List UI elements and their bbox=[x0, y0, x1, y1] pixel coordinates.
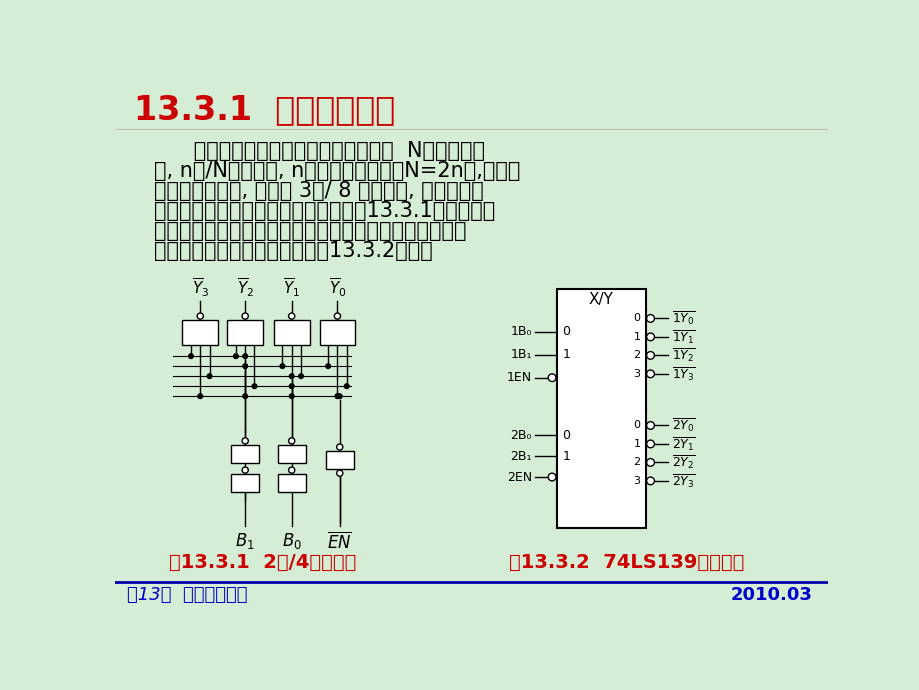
Circle shape bbox=[188, 354, 193, 359]
Text: $\overline{2Y_2}$: $\overline{2Y_2}$ bbox=[672, 453, 695, 471]
Text: $\overline{EN}$: $\overline{EN}$ bbox=[327, 531, 352, 552]
Text: 3: 3 bbox=[633, 476, 640, 486]
Text: $\overline{Y}_1$: $\overline{Y}_1$ bbox=[283, 277, 300, 299]
Bar bbox=[231, 474, 259, 493]
Circle shape bbox=[233, 354, 238, 359]
Text: 1B₀: 1B₀ bbox=[510, 325, 531, 338]
Text: 1: 1 bbox=[633, 439, 640, 449]
Circle shape bbox=[279, 364, 284, 368]
Circle shape bbox=[242, 437, 248, 444]
Text: $B_1$: $B_1$ bbox=[235, 531, 255, 551]
Circle shape bbox=[207, 374, 211, 379]
Text: 2: 2 bbox=[632, 351, 640, 360]
Text: 二进制译码器也称为最小项译码器，  N中取一译码: 二进制译码器也称为最小项译码器， N中取一译码 bbox=[153, 141, 484, 161]
Text: 第13章  组合逻辑电路: 第13章 组合逻辑电路 bbox=[127, 586, 247, 604]
Circle shape bbox=[646, 459, 653, 466]
Circle shape bbox=[197, 313, 203, 319]
Bar bbox=[182, 320, 218, 344]
Text: $\overline{Y}_0$: $\overline{Y}_0$ bbox=[328, 277, 346, 299]
Circle shape bbox=[548, 473, 555, 481]
Text: $\overline{1Y_1}$: $\overline{1Y_1}$ bbox=[672, 328, 695, 346]
Circle shape bbox=[646, 370, 653, 377]
Circle shape bbox=[646, 477, 653, 485]
Circle shape bbox=[252, 384, 256, 388]
Circle shape bbox=[242, 313, 248, 319]
Text: $\overline{2Y_0}$: $\overline{2Y_0}$ bbox=[672, 417, 695, 434]
Text: $\overline{2Y_3}$: $\overline{2Y_3}$ bbox=[672, 472, 695, 490]
Circle shape bbox=[289, 384, 294, 388]
Circle shape bbox=[243, 354, 247, 359]
Circle shape bbox=[299, 374, 303, 379]
Circle shape bbox=[335, 394, 339, 399]
Circle shape bbox=[646, 440, 653, 448]
Circle shape bbox=[242, 467, 248, 473]
Circle shape bbox=[344, 384, 348, 388]
Circle shape bbox=[646, 422, 653, 429]
Text: X/Y: X/Y bbox=[588, 293, 613, 308]
Text: 位二进制译码器, 也称为 3线/ 8 线译码器, 八中取一译: 位二进制译码器, 也称为 3线/ 8 线译码器, 八中取一译 bbox=[153, 181, 483, 201]
Text: 码器变量二进制码译码器的逻辑图如图13.3.1所示，该逻: 码器变量二进制码译码器的逻辑图如图13.3.1所示，该逻 bbox=[153, 201, 494, 221]
Text: $\overline{1Y_0}$: $\overline{1Y_0}$ bbox=[672, 310, 695, 327]
Text: 辑图由三部分构成，译码器部分、输入缓冲部分和使能控: 辑图由三部分构成，译码器部分、输入缓冲部分和使能控 bbox=[153, 221, 466, 241]
Text: 制部分。该电路的逻辑符号如图13.3.2所示。: 制部分。该电路的逻辑符号如图13.3.2所示。 bbox=[153, 241, 432, 261]
Text: 1: 1 bbox=[633, 332, 640, 342]
Bar bbox=[325, 451, 353, 469]
Text: 2B₁: 2B₁ bbox=[510, 450, 531, 463]
Circle shape bbox=[243, 394, 247, 399]
Bar bbox=[278, 444, 305, 463]
Text: 2B₀: 2B₀ bbox=[510, 429, 531, 442]
Text: $\overline{1Y_3}$: $\overline{1Y_3}$ bbox=[672, 365, 695, 383]
Circle shape bbox=[289, 313, 294, 319]
Circle shape bbox=[548, 374, 555, 382]
Text: 2: 2 bbox=[632, 457, 640, 467]
Text: 2010.03: 2010.03 bbox=[730, 586, 811, 604]
Text: 图13.3.2  74LS139逻辑符号: 图13.3.2 74LS139逻辑符号 bbox=[508, 553, 743, 571]
Bar bbox=[556, 289, 645, 528]
Text: $\overline{Y}_3$: $\overline{Y}_3$ bbox=[191, 277, 209, 299]
Bar bbox=[274, 320, 309, 344]
Circle shape bbox=[646, 315, 653, 322]
Text: 0: 0 bbox=[633, 313, 640, 324]
Circle shape bbox=[336, 444, 343, 450]
Text: $\overline{1Y_2}$: $\overline{1Y_2}$ bbox=[672, 346, 695, 364]
Text: 1: 1 bbox=[562, 450, 570, 463]
Text: 1B₁: 1B₁ bbox=[510, 348, 531, 361]
Text: 3: 3 bbox=[633, 369, 640, 379]
Circle shape bbox=[289, 437, 294, 444]
Circle shape bbox=[325, 364, 330, 368]
Text: $B_0$: $B_0$ bbox=[281, 531, 301, 551]
Text: 0: 0 bbox=[562, 325, 570, 338]
Circle shape bbox=[289, 374, 294, 379]
Text: 0: 0 bbox=[633, 420, 640, 431]
Text: 1EN: 1EN bbox=[506, 371, 531, 384]
Text: 1: 1 bbox=[562, 348, 570, 361]
Circle shape bbox=[289, 394, 294, 399]
Text: 13.3.1  二进制译码器: 13.3.1 二进制译码器 bbox=[134, 93, 395, 126]
Text: 2EN: 2EN bbox=[506, 471, 531, 484]
Circle shape bbox=[646, 333, 653, 341]
Text: $\overline{Y}_2$: $\overline{Y}_2$ bbox=[236, 277, 254, 299]
Bar bbox=[319, 320, 355, 344]
Circle shape bbox=[243, 364, 247, 368]
Circle shape bbox=[337, 394, 342, 399]
Bar bbox=[278, 474, 305, 493]
Text: $\overline{2Y_1}$: $\overline{2Y_1}$ bbox=[672, 435, 695, 453]
Bar bbox=[231, 444, 259, 463]
Circle shape bbox=[289, 467, 294, 473]
Circle shape bbox=[646, 351, 653, 359]
Circle shape bbox=[334, 313, 340, 319]
Bar bbox=[227, 320, 263, 344]
Circle shape bbox=[336, 470, 343, 476]
Circle shape bbox=[198, 394, 202, 399]
Text: 器, n线/N线译码器, n二进制码的位数，N=2n。,例如三: 器, n线/N线译码器, n二进制码的位数，N=2n。,例如三 bbox=[153, 161, 519, 181]
Text: 0: 0 bbox=[562, 429, 570, 442]
Text: 图13.3.1  2线/4线译码器: 图13.3.1 2线/4线译码器 bbox=[168, 553, 356, 571]
